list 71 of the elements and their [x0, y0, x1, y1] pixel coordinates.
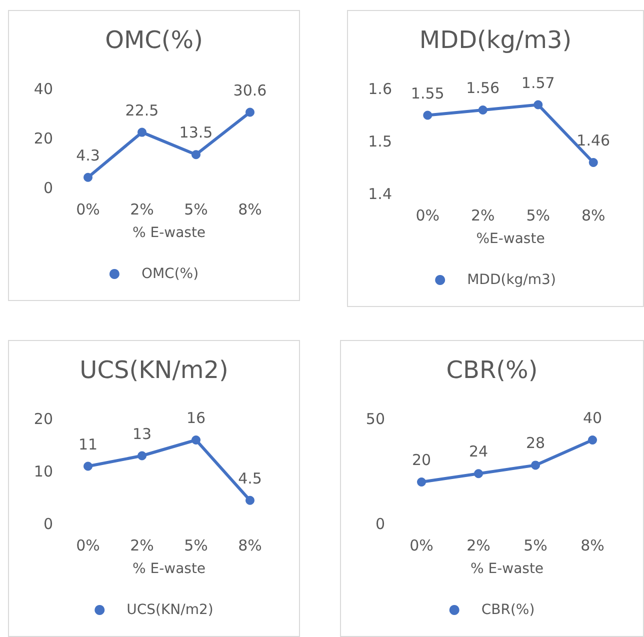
x-tick-label: 2%	[470, 206, 495, 224]
x-tick-label: 8%	[581, 206, 606, 224]
data-label: 4.3	[76, 146, 100, 164]
data-label: 11	[78, 435, 98, 454]
y-tick-label: 10	[34, 462, 53, 480]
y-tick-label: 0	[43, 515, 53, 533]
point	[588, 158, 598, 167]
data-label: 40	[582, 409, 602, 427]
y-tick-label: 50	[366, 410, 385, 428]
y-tick-label: 40	[34, 80, 53, 98]
x-tick-label: 8%	[580, 536, 604, 554]
point	[417, 478, 426, 486]
legend-label: CBR(%)	[481, 602, 535, 618]
data-label: 13.5	[179, 124, 213, 142]
x-tick-label: 5%	[184, 536, 208, 554]
point	[192, 436, 200, 444]
data-label: 16	[186, 409, 206, 427]
x-tick-label: 0%	[410, 536, 434, 554]
y-tick-label: 0	[375, 515, 385, 533]
data-label: 24	[468, 442, 488, 461]
legend-label: MDD(kg/m3)	[467, 272, 556, 288]
data-label: 30.6	[233, 81, 267, 100]
data-label: 1.56	[466, 79, 500, 97]
point	[192, 150, 200, 160]
point	[423, 110, 432, 120]
chart-title: MDD(kg/m3)	[419, 26, 572, 54]
chart-title: OMC(%)	[105, 26, 203, 54]
point	[588, 436, 597, 444]
data-label: 1.55	[410, 84, 444, 102]
legend-label: OMC(%)	[141, 266, 199, 282]
x-axis-title: % E-waste	[470, 561, 544, 577]
x-tick-label: 0%	[76, 536, 100, 554]
y-tick-label: 1.5	[368, 132, 392, 150]
data-label: 1.57	[521, 74, 555, 92]
y-tick-label: 20	[34, 410, 53, 428]
x-tick-label: 5%	[184, 200, 208, 218]
y-tick-label: 1.6	[368, 80, 392, 98]
point	[84, 462, 92, 471]
legend-label: UCS(KN/m2)	[126, 602, 214, 618]
chart-title: UCS(KN/m2)	[80, 356, 228, 384]
y-tick-label: 1.4	[368, 185, 392, 203]
point	[531, 460, 540, 470]
data-label: 13	[132, 424, 152, 443]
x-tick-label: 2%	[130, 536, 154, 554]
y-tick-label: 0	[43, 179, 53, 197]
point	[534, 100, 543, 110]
y-tick-label: 20	[34, 130, 53, 148]
x-axis-title: %E-waste	[476, 231, 545, 247]
chart-title: CBR(%)	[446, 356, 538, 384]
x-tick-label: 5%	[524, 536, 548, 554]
data-label: 1.46	[576, 132, 610, 150]
point	[84, 172, 92, 182]
point	[246, 108, 254, 117]
point	[246, 496, 254, 505]
x-tick-label: 0%	[416, 206, 440, 224]
point	[474, 469, 483, 478]
x-axis-title: % E-waste	[132, 225, 206, 241]
x-tick-label: 8%	[238, 200, 262, 218]
point	[478, 106, 488, 114]
x-tick-label: 0%	[76, 200, 100, 218]
data-label: 20	[412, 451, 432, 469]
x-tick-label: 5%	[526, 206, 550, 224]
data-label: 4.5	[238, 469, 262, 488]
data-label: 22.5	[125, 101, 159, 120]
point	[138, 128, 146, 137]
point	[138, 451, 146, 460]
data-label: 28	[526, 434, 546, 452]
x-tick-label: 8%	[238, 536, 262, 554]
x-tick-label: 2%	[466, 536, 490, 554]
x-axis-title: % E-waste	[132, 561, 206, 577]
x-tick-label: 2%	[130, 200, 154, 218]
